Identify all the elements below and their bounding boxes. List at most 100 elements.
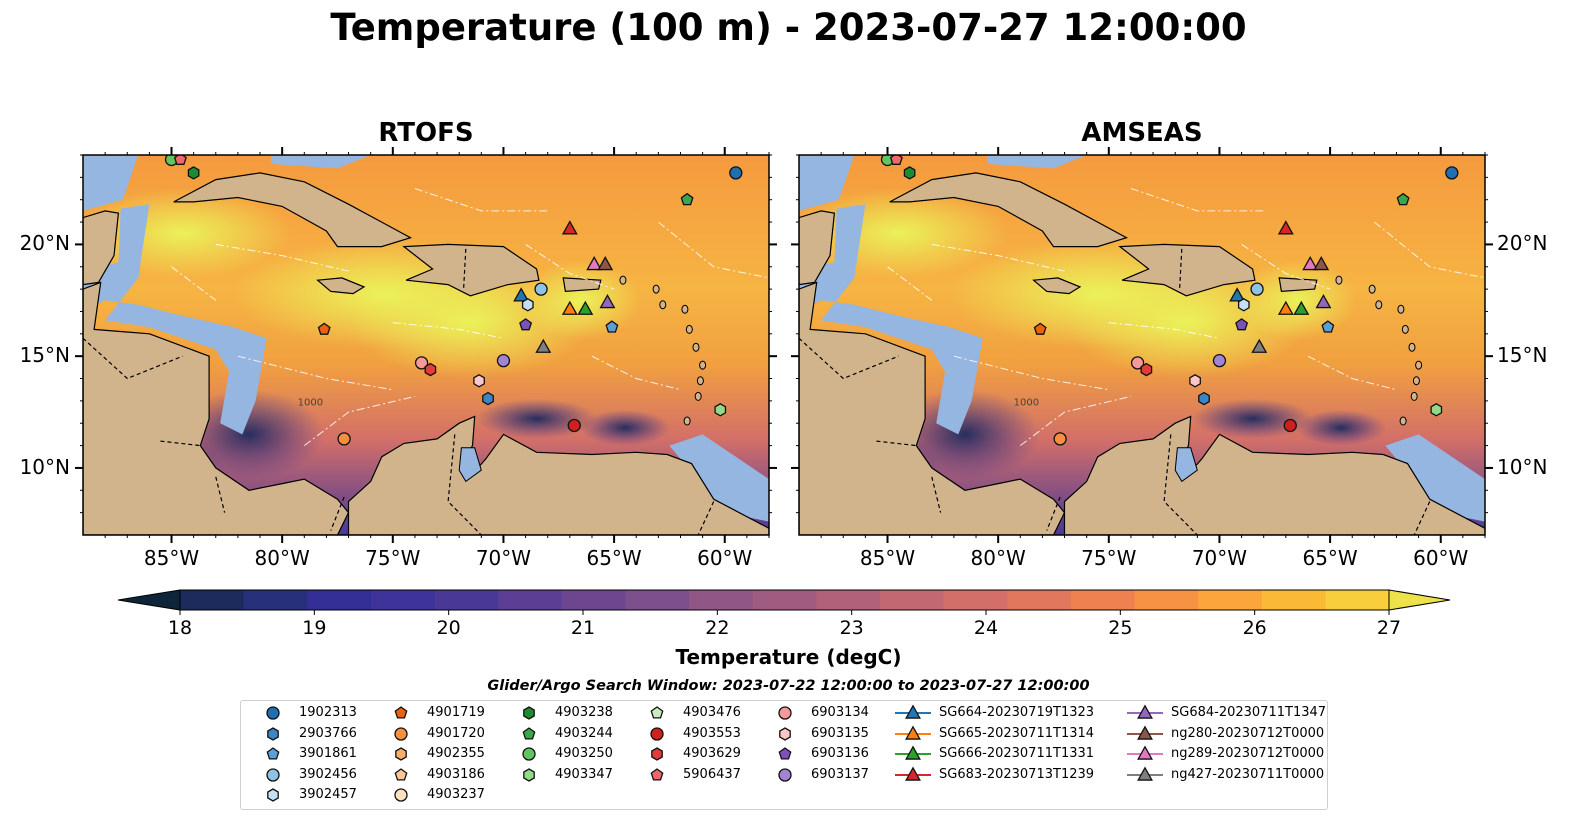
colorbar-tick-label: 21 [570, 617, 596, 639]
pentagon-marker-icon [394, 767, 408, 781]
circle-marker-icon [778, 768, 792, 782]
circle-marker-icon [394, 726, 408, 741]
lon-label-rtofs: 60°W [697, 546, 753, 570]
land-jamaica [316, 277, 366, 295]
colorbar-tick-label: 19 [302, 617, 327, 639]
hexagon-marker-icon [267, 788, 279, 803]
island [1415, 360, 1423, 370]
platform-marker-4903347 [714, 403, 727, 417]
legend-label: SG664-20230719T1323 [939, 705, 1095, 720]
colorbar-tick-label: 22 [705, 617, 730, 639]
legend-marker [522, 747, 536, 761]
platform-marker-SG665-20230711T1314 [561, 300, 578, 315]
circle-marker-icon [394, 788, 408, 803]
legend-marker [778, 768, 792, 782]
platform-marker-SG664-20230719T1323 [513, 287, 530, 302]
lon-label-amseas: 65°W [1302, 546, 1358, 570]
shallow-shelf [669, 434, 769, 522]
eez-boundary [215, 243, 349, 272]
shallow-shelf [83, 204, 267, 435]
legend-marker [1137, 704, 1153, 719]
colorbar-tick-label: 25 [1108, 617, 1133, 639]
legend-label: 3901861 [299, 746, 357, 762]
triangle-marker-icon [895, 745, 931, 760]
pentagon-marker-icon [266, 747, 280, 760]
platform-marker-2903766 [482, 391, 494, 406]
lon-label-rtofs: 75°W [365, 546, 421, 570]
legend-label: 6903134 [811, 705, 869, 720]
eez-boundary [953, 355, 1109, 391]
platform-marker-2903766 [1198, 391, 1210, 406]
eez-boundary [414, 188, 548, 212]
colorbar-tick-label: 26 [1242, 617, 1267, 639]
panel-title-rtofs: RTOFS [378, 118, 474, 148]
legend-marker [394, 726, 408, 741]
legend: 1902313 2903766 3901861 3902456 3902457 49017… [240, 700, 1328, 810]
legend-marker [905, 725, 921, 740]
lon-label-rtofs: 85°W [143, 546, 200, 570]
legend-marker [778, 747, 792, 760]
legend-marker [394, 706, 408, 719]
country-border [1046, 496, 1061, 531]
land-puertorico [562, 277, 602, 293]
platform-marker-6903137 [1212, 353, 1227, 368]
island [685, 324, 693, 334]
shallow-shelf [1385, 434, 1485, 522]
legend-marker [523, 768, 535, 782]
country-border [83, 337, 183, 380]
legend-label: 1902313 [299, 705, 357, 720]
hexagon-marker-icon [395, 747, 407, 761]
lon-label-amseas: 60°W [1413, 546, 1469, 570]
platform-marker-ng427-20230711T0000 [1251, 338, 1268, 353]
legend-marker [1137, 725, 1153, 740]
island [696, 376, 704, 386]
shallow-shelf [799, 155, 855, 211]
warm-anomaly [1236, 260, 1357, 341]
land-yucatan [799, 210, 836, 286]
legend-marker [266, 706, 280, 720]
eez-boundary [1241, 243, 1331, 290]
legend-marker [650, 767, 664, 781]
legend-label: 4903238 [555, 705, 613, 720]
legend-label: ng280-20230712T0000 [1171, 725, 1325, 741]
legend-label: 4903186 [427, 766, 485, 782]
eez-boundary [1130, 188, 1264, 212]
circle-marker-icon [266, 706, 280, 720]
platform-marker-4903553 [567, 418, 581, 433]
platform-marker-3902457 [521, 298, 534, 312]
triangle-marker-icon [895, 725, 931, 740]
country-border [215, 476, 226, 513]
platform-marker-6903135 [473, 374, 485, 388]
legend-label: SG684-20230711T1347 [1171, 705, 1327, 720]
legend-label: ng289-20230712T0000 [1171, 746, 1325, 762]
platform-marker-3901861 [605, 320, 619, 333]
island [1410, 391, 1418, 401]
legend-marker [650, 726, 664, 741]
platform-marker-ng289-20230712T0000 [1302, 255, 1319, 271]
platform-marker-4903244 [1396, 192, 1410, 206]
hexagon-marker-icon [267, 726, 279, 741]
platform-marker-6903136 [1235, 318, 1249, 331]
legend-marker [522, 726, 536, 740]
land-puertorico [1278, 277, 1318, 293]
legend-label: 6903136 [811, 746, 869, 762]
shallow-shelf [271, 155, 371, 169]
map-amseas: 1000 [799, 155, 1485, 535]
eez-boundary [1108, 322, 1220, 339]
pentagon-marker-icon [394, 706, 408, 719]
platform-marker-SG666-20230711T1331 [577, 300, 594, 315]
island [1368, 284, 1376, 294]
country-border [447, 434, 482, 535]
land-yucatan [83, 210, 120, 286]
colorbar-tick-label: 18 [167, 617, 193, 639]
lon-label-amseas: 80°W [970, 546, 1026, 570]
country-border [931, 476, 942, 513]
legend-label: 3902457 [299, 787, 357, 803]
lat-label-right: 10°N [1497, 454, 1548, 479]
triangle-marker-icon [1127, 725, 1163, 740]
land-hispaniola [1118, 243, 1256, 297]
platform-marker-6903136 [519, 318, 533, 331]
platform-marker-ng280-20230712T0000 [597, 255, 614, 271]
legend-label: SG665-20230711T1314 [939, 725, 1095, 741]
island [619, 275, 627, 285]
